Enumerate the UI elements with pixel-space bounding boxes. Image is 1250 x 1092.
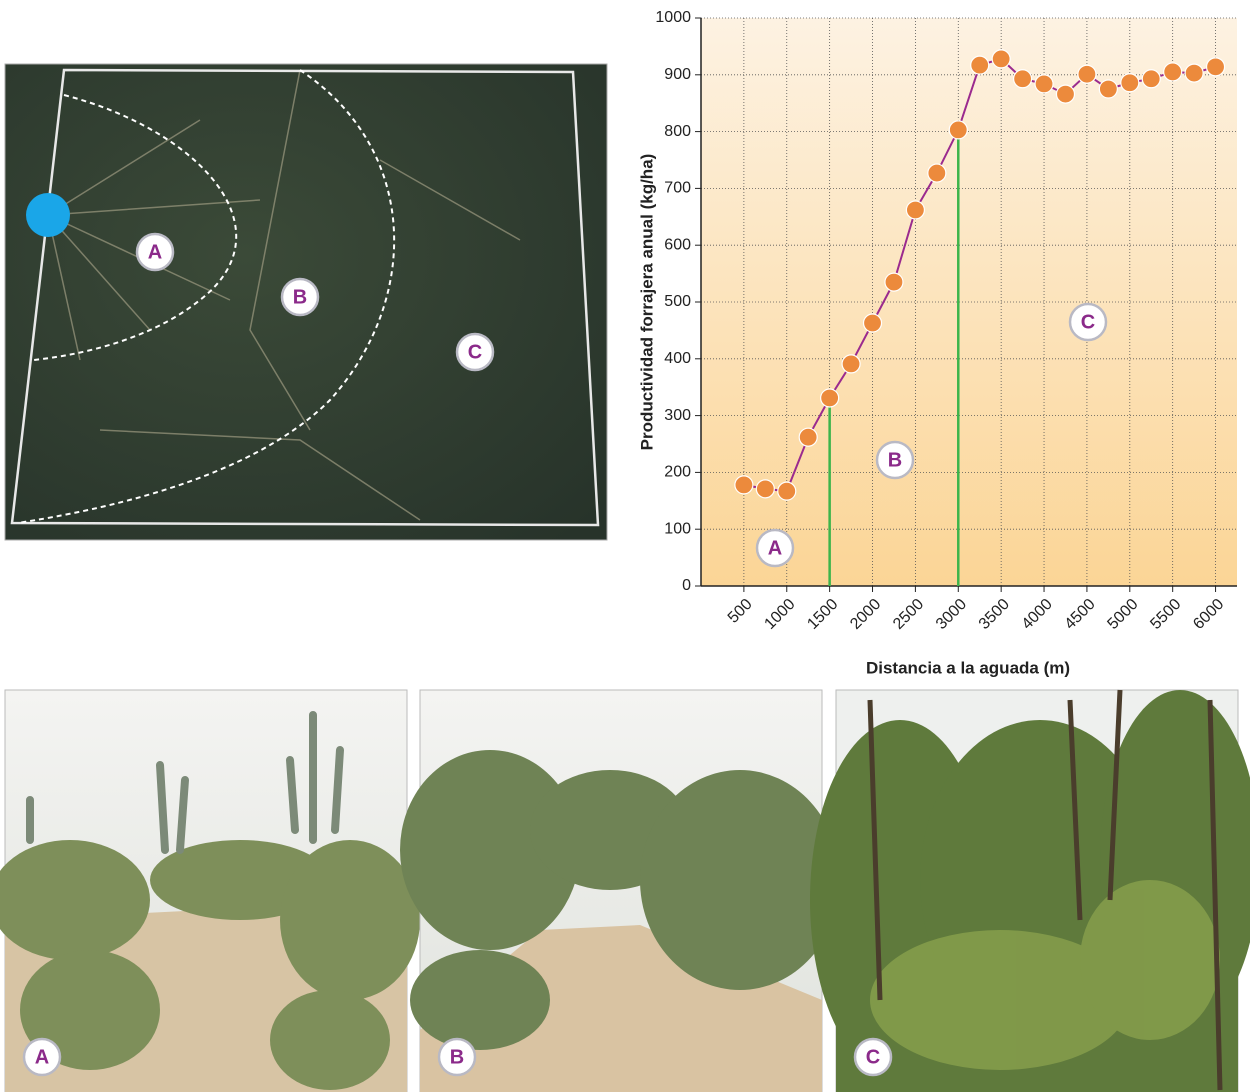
y-tick-label: 300 xyxy=(664,407,691,424)
data-point xyxy=(1099,80,1117,98)
x-tick-label: 1000 xyxy=(761,596,798,633)
x-tick-label: 3500 xyxy=(976,596,1013,633)
data-point xyxy=(1056,85,1074,103)
photo-a xyxy=(0,690,420,1092)
photo-label: A xyxy=(35,1046,49,1068)
y-tick-label: 900 xyxy=(664,66,691,83)
figure: Distancia a la aguada (m) Productividad … xyxy=(0,0,1250,1092)
data-point xyxy=(949,121,967,139)
data-point xyxy=(1142,70,1160,88)
photo-label: B xyxy=(450,1046,464,1068)
data-point xyxy=(1185,64,1203,82)
data-point xyxy=(799,428,817,446)
x-axis-title: Distancia a la aguada (m) xyxy=(866,658,1070,677)
x-tick-label: 500 xyxy=(725,596,756,627)
x-tick-label: 1500 xyxy=(804,596,841,633)
y-tick-label: 400 xyxy=(664,350,691,367)
data-point xyxy=(992,50,1010,68)
map-zone-label: C xyxy=(468,341,482,363)
data-point xyxy=(778,482,796,500)
map-zone-label: B xyxy=(293,286,307,308)
y-tick-label: 600 xyxy=(664,236,691,253)
photo-c xyxy=(810,690,1250,1092)
chart-zone-label: A xyxy=(768,537,782,559)
x-tick-label: 2500 xyxy=(890,596,927,633)
x-tick-label: 4000 xyxy=(1019,596,1056,633)
data-point xyxy=(906,201,924,219)
data-point xyxy=(756,480,774,498)
x-tick-label: 2000 xyxy=(847,596,884,633)
data-point xyxy=(1164,63,1182,81)
x-tick-label: 5000 xyxy=(1104,596,1141,633)
y-tick-label: 700 xyxy=(664,180,691,197)
y-tick-label: 0 xyxy=(682,577,691,594)
x-tick-label: 5500 xyxy=(1147,596,1184,633)
y-tick-label: 200 xyxy=(664,464,691,481)
data-point xyxy=(928,164,946,182)
x-tick-label: 4500 xyxy=(1062,596,1099,633)
y-tick-label: 800 xyxy=(664,123,691,140)
data-point xyxy=(1207,58,1225,76)
map-zone-label: A xyxy=(148,241,162,263)
data-point xyxy=(842,355,860,373)
chart-zone-label: C xyxy=(1081,311,1095,333)
data-point xyxy=(1035,75,1053,93)
y-tick-label: 100 xyxy=(664,520,691,537)
data-point xyxy=(1014,70,1032,88)
data-point xyxy=(864,314,882,332)
data-point xyxy=(971,56,989,74)
data-point xyxy=(1121,74,1139,92)
data-point xyxy=(821,389,839,407)
data-point xyxy=(735,476,753,494)
photo-label: C xyxy=(866,1046,880,1068)
data-point xyxy=(1078,65,1096,83)
y-axis-title: Productividad forrajera anual (kg/ha) xyxy=(637,154,656,451)
chart-zone-label: B xyxy=(888,449,902,471)
photo-b xyxy=(400,690,840,1092)
y-tick-label: 500 xyxy=(664,293,691,310)
x-tick-label: 6000 xyxy=(1190,596,1227,633)
x-tick-label: 3000 xyxy=(933,596,970,633)
y-tick-label: 1000 xyxy=(655,9,691,26)
data-point xyxy=(885,273,903,291)
